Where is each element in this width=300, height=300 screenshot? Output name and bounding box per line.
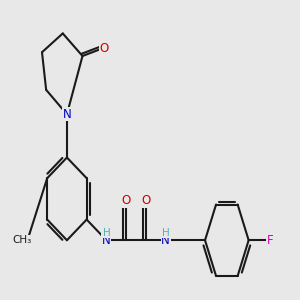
Text: H: H	[103, 228, 110, 238]
Text: F: F	[267, 234, 273, 247]
Text: O: O	[100, 42, 109, 55]
Text: N: N	[102, 234, 111, 247]
Text: O: O	[122, 194, 131, 207]
Text: N: N	[161, 234, 170, 247]
Text: O: O	[141, 194, 151, 207]
Text: CH₃: CH₃	[12, 235, 32, 245]
Text: N: N	[62, 108, 71, 121]
Text: H: H	[162, 228, 170, 238]
